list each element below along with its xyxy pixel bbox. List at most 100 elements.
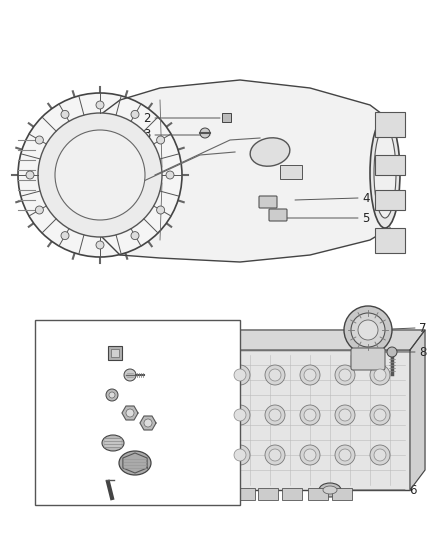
Circle shape — [230, 445, 250, 465]
Bar — [235, 488, 255, 500]
Circle shape — [304, 409, 316, 421]
Bar — [215, 350, 410, 490]
Circle shape — [265, 445, 285, 465]
Circle shape — [131, 232, 139, 240]
FancyBboxPatch shape — [375, 112, 405, 137]
Circle shape — [374, 449, 386, 461]
Circle shape — [265, 365, 285, 385]
Text: 8: 8 — [57, 483, 64, 497]
Bar — [332, 488, 352, 500]
Circle shape — [234, 449, 246, 461]
Circle shape — [344, 306, 392, 354]
Circle shape — [300, 445, 320, 465]
Circle shape — [234, 409, 246, 421]
Text: 6: 6 — [409, 483, 417, 497]
Polygon shape — [122, 406, 138, 420]
Circle shape — [335, 445, 355, 465]
Circle shape — [304, 449, 316, 461]
Circle shape — [269, 369, 281, 381]
Bar — [280, 165, 302, 179]
FancyBboxPatch shape — [269, 209, 287, 221]
Circle shape — [234, 369, 246, 381]
Circle shape — [126, 409, 134, 417]
Circle shape — [230, 365, 250, 385]
Text: 2: 2 — [144, 111, 151, 125]
FancyBboxPatch shape — [375, 228, 405, 253]
Circle shape — [370, 405, 390, 425]
Circle shape — [374, 369, 386, 381]
Text: 4: 4 — [57, 389, 64, 401]
Circle shape — [35, 206, 43, 214]
Text: 6: 6 — [57, 437, 64, 449]
Circle shape — [96, 101, 104, 109]
FancyBboxPatch shape — [375, 155, 405, 175]
Polygon shape — [215, 330, 425, 350]
Bar — [108, 346, 122, 360]
Circle shape — [26, 171, 34, 179]
Ellipse shape — [250, 138, 290, 166]
Circle shape — [300, 365, 320, 385]
Circle shape — [109, 392, 115, 398]
FancyBboxPatch shape — [259, 196, 277, 208]
Circle shape — [38, 113, 162, 237]
Polygon shape — [100, 80, 390, 262]
Polygon shape — [140, 416, 156, 430]
Circle shape — [61, 110, 69, 118]
Text: 2: 2 — [57, 346, 64, 359]
Circle shape — [269, 409, 281, 421]
Circle shape — [335, 405, 355, 425]
Circle shape — [358, 320, 378, 340]
Circle shape — [157, 136, 165, 144]
Text: 7: 7 — [199, 456, 206, 470]
Circle shape — [35, 136, 43, 144]
Text: 4: 4 — [362, 191, 370, 205]
Text: 7: 7 — [419, 321, 427, 335]
Circle shape — [61, 232, 69, 240]
Circle shape — [339, 369, 351, 381]
Circle shape — [96, 241, 104, 249]
Ellipse shape — [323, 486, 337, 494]
Text: 5: 5 — [204, 407, 212, 419]
Circle shape — [144, 419, 152, 427]
Circle shape — [387, 347, 397, 357]
Circle shape — [370, 445, 390, 465]
Ellipse shape — [370, 118, 400, 228]
Circle shape — [157, 206, 165, 214]
Circle shape — [230, 405, 250, 425]
Text: 8: 8 — [419, 345, 426, 359]
Circle shape — [200, 128, 210, 138]
Bar — [282, 488, 302, 500]
Circle shape — [300, 405, 320, 425]
Circle shape — [106, 389, 118, 401]
Ellipse shape — [102, 435, 124, 451]
Ellipse shape — [319, 483, 341, 497]
Circle shape — [166, 171, 174, 179]
Circle shape — [55, 130, 145, 220]
Polygon shape — [410, 330, 425, 490]
Circle shape — [335, 365, 355, 385]
Bar — [105, 439, 121, 447]
Bar — [258, 488, 278, 500]
Bar — [222, 113, 231, 122]
Circle shape — [131, 110, 139, 118]
FancyBboxPatch shape — [375, 190, 405, 210]
Text: 3: 3 — [199, 367, 206, 379]
Circle shape — [265, 405, 285, 425]
Bar — [308, 488, 328, 500]
Circle shape — [304, 369, 316, 381]
Text: 3: 3 — [144, 128, 151, 141]
FancyBboxPatch shape — [351, 348, 385, 370]
Bar — [111, 349, 119, 357]
Circle shape — [370, 365, 390, 385]
Ellipse shape — [119, 451, 151, 475]
Bar — [35, 320, 240, 505]
Circle shape — [18, 93, 182, 257]
Text: 1: 1 — [194, 403, 201, 416]
Circle shape — [339, 409, 351, 421]
Circle shape — [351, 313, 385, 347]
Circle shape — [124, 369, 136, 381]
Circle shape — [374, 409, 386, 421]
Circle shape — [339, 449, 351, 461]
Text: 5: 5 — [362, 212, 369, 224]
Ellipse shape — [374, 128, 396, 218]
